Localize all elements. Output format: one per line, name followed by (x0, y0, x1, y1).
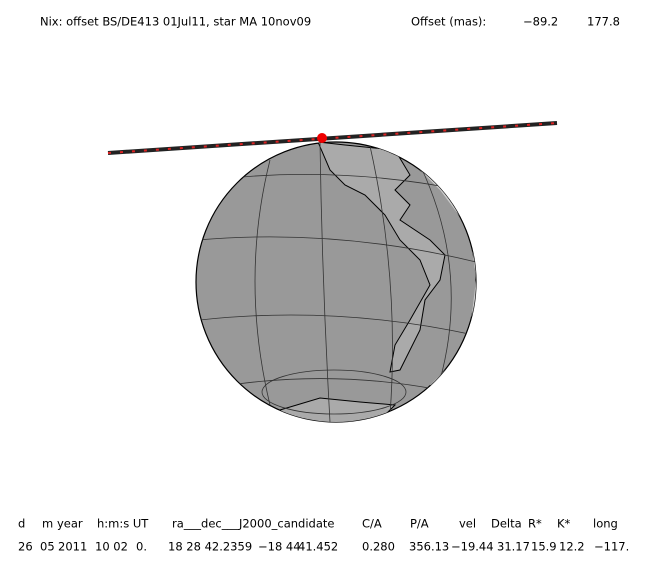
offset-label: Offset (mas): (411, 15, 486, 29)
table-cell: 0.280 (362, 540, 395, 554)
equator (197, 236, 476, 263)
table-header: h:m:s UT (97, 517, 149, 531)
meridian (319, 142, 331, 422)
table-cell: −18 44 (258, 540, 301, 554)
parallel (199, 314, 475, 336)
table-header: long (593, 517, 618, 531)
table-header: C/A (362, 517, 382, 531)
closest-approach (317, 133, 327, 143)
offset-value: 177.8 (587, 15, 620, 29)
table-cell: 31.17 (497, 540, 530, 554)
map-title: Nix: offset BS/DE413 01Jul11, star MA 10… (40, 15, 311, 29)
shadow-track (107, 121, 558, 155)
table-cell: 18 28 42.2359 (168, 540, 252, 554)
table-header: K* (557, 517, 571, 531)
table-cell: −117. (594, 540, 629, 554)
table-cell: 41.452 (298, 540, 338, 554)
globe (195, 141, 477, 423)
track-line (107, 121, 558, 155)
parallel (229, 378, 441, 391)
offset-value: −89.2 (523, 15, 558, 29)
event-table: d m year h:m:s UT ra___dec___J2000_candi… (18, 517, 629, 554)
meridian (419, 164, 452, 381)
table-header: R* (528, 517, 542, 531)
table-cell: 10 02 (95, 540, 128, 554)
table-cell: −19.44 (451, 540, 494, 554)
americas (317, 142, 446, 373)
table-cell: 26 (18, 540, 33, 554)
table-cell: 12.2 (559, 540, 585, 554)
table-header: d (18, 517, 25, 531)
table-cell: 0. (136, 540, 147, 554)
table-header: m (42, 517, 53, 531)
table-header: ra___dec___J2000_candidate (172, 517, 334, 531)
graticule (197, 142, 476, 422)
table-header: year (57, 517, 83, 531)
meridian (254, 159, 271, 406)
parallel (261, 369, 407, 415)
meridian (369, 145, 393, 416)
table-cell: 356.13 (409, 540, 449, 554)
table-header: Delta (491, 517, 522, 531)
table-cell: 2011 (58, 540, 87, 554)
table-cell: 15.9 (531, 540, 557, 554)
table-cell: 05 (40, 540, 55, 554)
table-header: vel (459, 517, 476, 531)
table-header: P/A (410, 517, 429, 531)
